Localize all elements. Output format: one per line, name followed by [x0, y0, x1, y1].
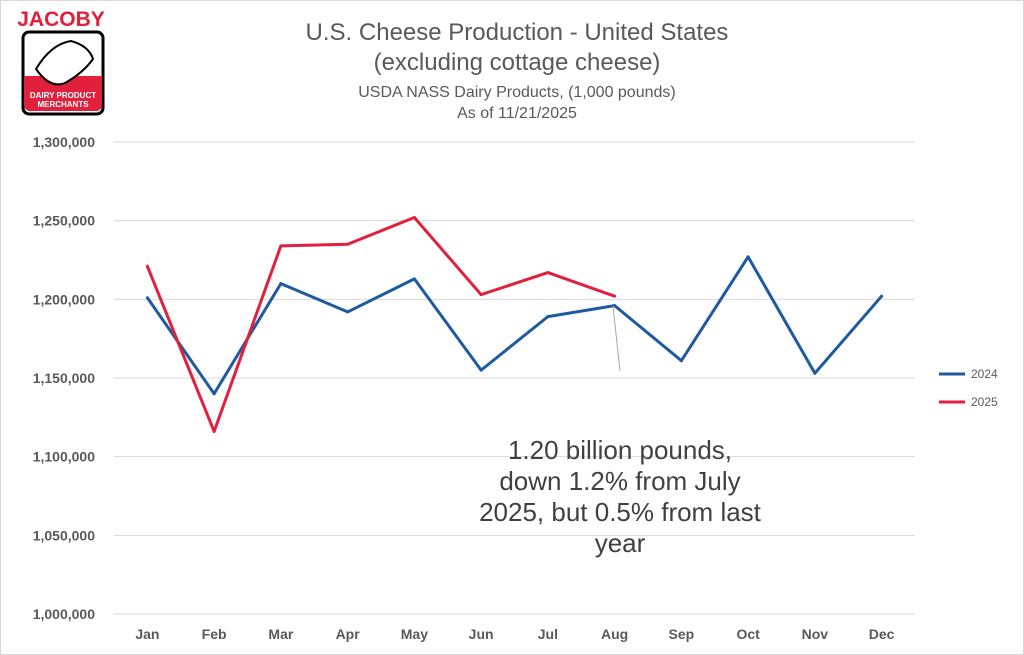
y-tick-label: 1,150,000	[33, 370, 95, 386]
y-tick-label: 1,100,000	[33, 449, 95, 465]
data-point-2024	[546, 315, 550, 319]
data-point-2025	[212, 429, 216, 433]
annotation-text: 2025, but 0.5% from last	[479, 497, 762, 527]
data-point-2024	[346, 310, 350, 314]
y-tick-label: 1,300,000	[33, 134, 95, 150]
data-point-2024	[746, 255, 750, 259]
annotation-text: year	[595, 528, 646, 558]
x-tick-label: May	[401, 626, 428, 642]
logo-tagline: MERCHANTS	[37, 100, 89, 109]
legend-label: 2025	[971, 395, 998, 409]
chart-subtitle: USDA NASS Dairy Products, (1,000 pounds)	[358, 84, 675, 101]
jacoby-logo: JACOBY DAIRY PRODUCT MERCHANTS	[17, 8, 105, 116]
annotation-text: 1.20 billion pounds,	[508, 435, 732, 465]
data-point-2024	[880, 294, 884, 298]
data-point-2024	[613, 304, 617, 308]
data-point-2024	[412, 277, 416, 281]
data-point-2025	[279, 244, 283, 248]
x-tick-label: Jan	[135, 626, 159, 642]
data-point-2024	[679, 359, 683, 363]
chart-subtitle-line2: As of 11/21/2025	[457, 105, 577, 122]
data-point-2025	[412, 216, 416, 220]
data-point-2025	[346, 242, 350, 246]
y-tick-label: 1,050,000	[33, 527, 95, 543]
x-tick-label: Sep	[669, 626, 695, 642]
x-tick-label: Jun	[469, 626, 494, 642]
x-tick-label: Nov	[802, 626, 829, 642]
data-point-2024	[212, 392, 216, 396]
data-point-2025	[546, 271, 550, 275]
data-point-2024	[813, 371, 817, 375]
legend-label: 2024	[971, 367, 998, 381]
data-point-2024	[145, 296, 149, 300]
x-tick-label: Jul	[538, 626, 558, 642]
x-tick-label: Apr	[336, 626, 361, 642]
x-tick-label: Dec	[869, 626, 895, 642]
data-point-2024	[279, 282, 283, 286]
logo-brand: JACOBY	[17, 8, 105, 31]
y-tick-label: 1,250,000	[33, 213, 95, 229]
x-tick-label: Aug	[601, 626, 628, 642]
annotation-text: down 1.2% from July	[499, 466, 740, 496]
chart-title-line2: (excluding cottage cheese)	[374, 49, 661, 76]
data-point-2025	[145, 264, 149, 268]
data-point-2025	[479, 293, 483, 297]
series-line-2025	[145, 216, 616, 433]
x-tick-label: Mar	[268, 626, 293, 642]
data-point-2025	[613, 294, 617, 298]
logo-tagline: DAIRY PRODUCT	[30, 91, 96, 100]
x-tick-label: Feb	[202, 626, 227, 642]
y-tick-label: 1,200,000	[33, 291, 95, 307]
chart-title: U.S. Cheese Production - United States	[306, 19, 729, 46]
data-point-2024	[479, 368, 483, 372]
y-tick-label: 1,000,000	[33, 606, 95, 622]
series-line-2024	[146, 255, 883, 396]
annotation-leader-line	[612, 305, 621, 372]
x-tick-label: Oct	[736, 626, 760, 642]
handshake-icon	[34, 39, 95, 86]
